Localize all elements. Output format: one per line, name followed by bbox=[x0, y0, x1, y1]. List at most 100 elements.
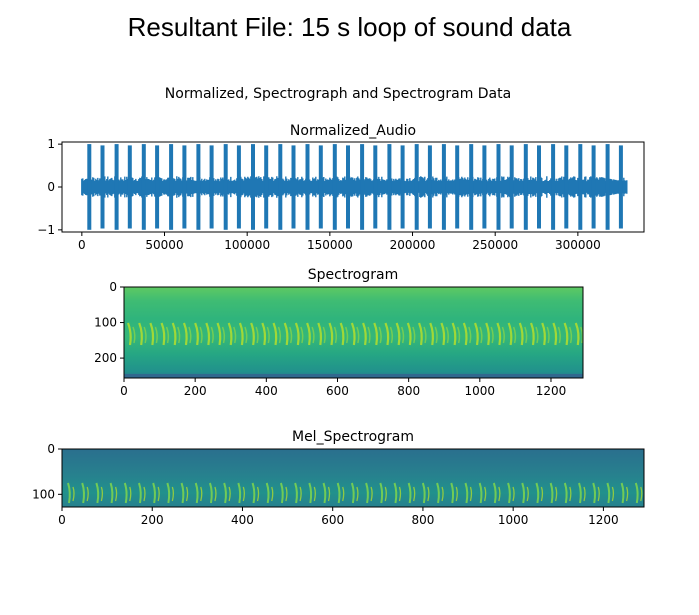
mel-spectrogram-pattern bbox=[67, 482, 643, 504]
mel-burst-harmonic bbox=[171, 486, 175, 502]
spectrogram-burst bbox=[283, 322, 289, 346]
mel-burst-harmonic bbox=[512, 486, 515, 502]
spectrogram-burst bbox=[238, 322, 244, 346]
spectrogram-burst bbox=[373, 322, 379, 346]
mel-ytick-label: 100 bbox=[32, 487, 55, 501]
spectrogram-burst bbox=[182, 322, 188, 346]
mel-burst-harmonic bbox=[455, 486, 458, 502]
slide-title: Resultant File: 15 s loop of sound data bbox=[127, 12, 572, 42]
audio-burst bbox=[373, 145, 378, 229]
spectrogram-burst-harmonic bbox=[221, 326, 226, 344]
audio-burst bbox=[127, 145, 132, 229]
audio-burst bbox=[100, 145, 105, 229]
audio-title: Normalized_Audio bbox=[290, 123, 416, 139]
spectrogram-burst bbox=[395, 322, 401, 346]
mel-burst bbox=[95, 482, 100, 504]
audio-burst bbox=[605, 144, 610, 230]
spectrogram-burst bbox=[205, 322, 211, 346]
spectrogram-burst-harmonic bbox=[311, 326, 315, 344]
spectrogram-burst bbox=[149, 322, 155, 346]
mel-xtick-label: 600 bbox=[321, 513, 344, 527]
mel-burst-harmonic bbox=[114, 486, 118, 502]
mel-burst-harmonic bbox=[398, 486, 402, 502]
audio-burst bbox=[427, 145, 432, 229]
spectrogram-burst-harmonic bbox=[244, 326, 248, 344]
spectrogram-burst-harmonic bbox=[177, 326, 181, 344]
audio-burst bbox=[523, 144, 528, 230]
spectrogram-burst bbox=[171, 322, 177, 346]
spectrogram-xtick-label: 800 bbox=[397, 384, 420, 398]
audio-burst bbox=[236, 145, 241, 229]
mel-burst bbox=[166, 482, 171, 504]
mel-burst-harmonic bbox=[342, 486, 345, 502]
audio-burst bbox=[209, 145, 214, 229]
spectrogram-burst bbox=[418, 322, 423, 346]
mel-burst bbox=[492, 482, 497, 504]
audio-burst bbox=[537, 145, 541, 229]
spectrogram-burst bbox=[250, 322, 255, 346]
audio-xtick-label: 100000 bbox=[224, 238, 270, 252]
spectrogram-burst bbox=[317, 322, 323, 346]
mel-burst bbox=[365, 482, 369, 504]
spectrogram-burst bbox=[440, 322, 446, 346]
mel-burst-harmonic bbox=[242, 486, 245, 502]
mel-burst bbox=[294, 482, 298, 504]
mel-burst bbox=[350, 482, 355, 504]
spectrogram-burst bbox=[485, 322, 491, 346]
spectrogram-burst-harmonic bbox=[367, 326, 371, 344]
spectrogram-burst bbox=[294, 322, 300, 346]
spectrogram-burst bbox=[350, 322, 356, 346]
audio-burst bbox=[509, 145, 514, 229]
audio-burst bbox=[141, 144, 146, 230]
mel-burst bbox=[81, 482, 85, 504]
mel-burst bbox=[67, 482, 71, 504]
spectrogram-burst bbox=[406, 322, 412, 346]
spectrogram-burst bbox=[451, 322, 457, 346]
audio-xtick-label: 0 bbox=[78, 238, 86, 252]
spectrogram-xtick-label: 400 bbox=[255, 384, 278, 398]
mel-xtick-label: 800 bbox=[411, 513, 434, 527]
audio-ytick-label: 1 bbox=[47, 137, 55, 151]
audio-burst bbox=[400, 145, 405, 229]
audio-xtick-label: 50000 bbox=[145, 238, 183, 252]
mel-burst-harmonic bbox=[484, 486, 487, 502]
mel-burst bbox=[620, 482, 625, 504]
mel-burst bbox=[223, 482, 227, 504]
audio-burst bbox=[482, 145, 487, 229]
audio-burst bbox=[551, 144, 556, 230]
audio-burst bbox=[618, 145, 623, 229]
figure-suptitle: Normalized, Spectrograph and Spectrogram… bbox=[164, 86, 512, 102]
audio-axes: Normalized_Audio 0 50000 100000 150000 20000… bbox=[37, 123, 645, 252]
mel-burst bbox=[578, 482, 582, 504]
mel-spectrogram-frame bbox=[61, 448, 645, 508]
audio-burst bbox=[578, 144, 583, 230]
mel-spectrogram-title: Mel_Spectrogram bbox=[292, 429, 414, 445]
mel-burst-harmonic bbox=[143, 486, 146, 502]
mel-burst bbox=[436, 482, 440, 504]
audio-burst bbox=[155, 145, 160, 229]
mel-burst-harmonic bbox=[625, 486, 629, 502]
mel-burst bbox=[521, 482, 526, 504]
mel-burst-harmonic bbox=[299, 486, 302, 502]
spectrogram-frame bbox=[123, 286, 584, 379]
spectrogram-burst-harmonic bbox=[524, 326, 528, 344]
spectrogram-burst-harmonic bbox=[345, 326, 349, 344]
spectrogram-burst-harmonic bbox=[378, 326, 382, 344]
spectrogram-burst-harmonic bbox=[356, 326, 360, 344]
mel-burst bbox=[450, 482, 455, 504]
mel-burst bbox=[507, 482, 511, 504]
mel-burst-harmonic bbox=[555, 486, 558, 502]
audio-burst bbox=[564, 145, 569, 229]
mel-burst bbox=[194, 482, 199, 504]
mel-xtick-label: 1000 bbox=[498, 513, 529, 527]
spectrogram-ytick-label: 0 bbox=[109, 280, 117, 294]
spectrogram-burst-harmonic bbox=[412, 326, 416, 344]
spectrogram-title: Spectrogram bbox=[308, 267, 398, 283]
spectrogram-xtick-label: 200 bbox=[184, 384, 207, 398]
mel-burst bbox=[634, 482, 639, 504]
spectrogram-burst bbox=[306, 322, 311, 346]
audio-burst bbox=[360, 144, 365, 230]
spectrogram-burst-harmonic bbox=[300, 326, 304, 344]
spectrogram-burst-harmonic bbox=[501, 326, 505, 344]
audio-burst bbox=[182, 145, 187, 229]
